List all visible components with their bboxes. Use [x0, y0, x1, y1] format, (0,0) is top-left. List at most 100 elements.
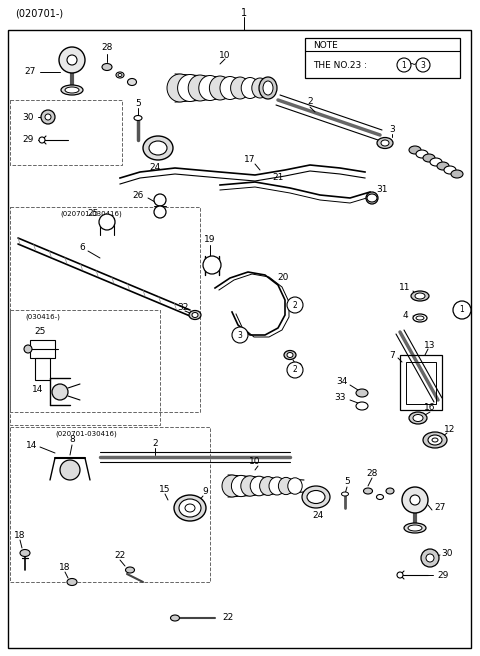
Ellipse shape [432, 438, 438, 442]
Ellipse shape [409, 412, 427, 424]
Text: 31: 31 [376, 186, 388, 194]
Ellipse shape [428, 435, 442, 445]
Ellipse shape [356, 389, 368, 397]
Circle shape [39, 137, 45, 143]
Text: 3: 3 [389, 125, 395, 134]
Ellipse shape [178, 75, 203, 102]
Text: 24: 24 [149, 163, 161, 173]
Circle shape [99, 214, 115, 230]
Text: 21: 21 [272, 173, 284, 182]
Ellipse shape [413, 415, 423, 422]
Bar [10, 310, 160, 425]
Ellipse shape [125, 567, 134, 573]
Ellipse shape [451, 170, 463, 178]
Text: 14: 14 [32, 386, 44, 394]
Text: 25: 25 [34, 327, 46, 337]
Ellipse shape [408, 525, 422, 531]
Ellipse shape [222, 475, 242, 497]
Circle shape [67, 55, 77, 65]
Ellipse shape [263, 81, 273, 95]
Ellipse shape [199, 75, 221, 100]
Circle shape [421, 549, 439, 567]
Ellipse shape [444, 166, 456, 174]
Circle shape [59, 47, 85, 73]
Text: 25: 25 [87, 209, 99, 218]
Ellipse shape [260, 477, 276, 495]
Text: 7: 7 [389, 350, 395, 359]
Text: 6: 6 [79, 243, 85, 253]
Text: 18: 18 [59, 562, 71, 571]
Text: 16: 16 [424, 403, 436, 413]
Ellipse shape [269, 477, 285, 495]
Text: 32: 32 [291, 363, 303, 373]
Text: 14: 14 [26, 440, 38, 449]
Bar [305, 38, 460, 78]
Ellipse shape [220, 77, 240, 100]
Text: 30: 30 [22, 112, 34, 121]
Ellipse shape [231, 476, 251, 497]
Circle shape [402, 487, 428, 513]
Ellipse shape [423, 154, 435, 162]
Text: 10: 10 [249, 457, 261, 466]
Text: 12: 12 [444, 426, 456, 434]
Text: 5: 5 [135, 98, 141, 108]
Ellipse shape [423, 432, 447, 448]
Ellipse shape [189, 310, 201, 319]
Bar [35, 358, 50, 380]
Bar [10, 207, 200, 412]
Circle shape [410, 495, 420, 505]
Ellipse shape [386, 488, 394, 494]
Circle shape [287, 297, 303, 313]
Circle shape [41, 110, 55, 124]
Ellipse shape [363, 488, 372, 494]
Text: 17: 17 [244, 155, 256, 165]
Ellipse shape [411, 291, 429, 301]
Ellipse shape [179, 499, 201, 517]
Ellipse shape [149, 141, 167, 155]
Text: 1: 1 [402, 60, 407, 70]
Text: 13: 13 [424, 340, 436, 350]
Circle shape [397, 58, 411, 72]
Bar [406, 362, 436, 404]
Text: 33: 33 [334, 394, 346, 403]
Ellipse shape [437, 162, 449, 170]
Ellipse shape [209, 76, 230, 100]
Bar [30, 340, 55, 358]
Text: 20: 20 [277, 274, 288, 283]
Ellipse shape [376, 495, 384, 499]
Ellipse shape [381, 140, 389, 146]
Ellipse shape [192, 312, 198, 318]
Ellipse shape [367, 194, 377, 202]
Circle shape [416, 58, 430, 72]
Circle shape [232, 327, 248, 343]
Ellipse shape [278, 478, 294, 495]
Ellipse shape [284, 350, 296, 359]
Text: 2: 2 [152, 438, 158, 447]
Ellipse shape [416, 150, 428, 158]
Text: (030416-): (030416-) [25, 314, 60, 320]
Bar [400, 355, 442, 410]
Ellipse shape [430, 158, 442, 166]
Ellipse shape [259, 77, 277, 99]
Text: 27: 27 [24, 68, 36, 77]
Ellipse shape [252, 78, 268, 98]
Text: 8: 8 [69, 436, 75, 445]
Text: 22: 22 [222, 613, 233, 623]
Ellipse shape [170, 615, 180, 621]
Text: 28: 28 [366, 468, 378, 478]
Text: 3: 3 [238, 331, 242, 340]
Ellipse shape [174, 495, 206, 521]
Circle shape [154, 194, 166, 206]
Bar [10, 427, 210, 582]
Text: NOTE: NOTE [313, 41, 338, 49]
Circle shape [154, 206, 166, 218]
Text: (020701-): (020701-) [15, 8, 63, 18]
Circle shape [426, 554, 434, 562]
Ellipse shape [307, 491, 325, 504]
Ellipse shape [409, 146, 421, 154]
Text: THE NO.23 :: THE NO.23 : [313, 60, 370, 70]
Circle shape [366, 192, 378, 204]
Ellipse shape [241, 77, 259, 98]
Circle shape [453, 301, 471, 319]
Circle shape [397, 572, 403, 578]
